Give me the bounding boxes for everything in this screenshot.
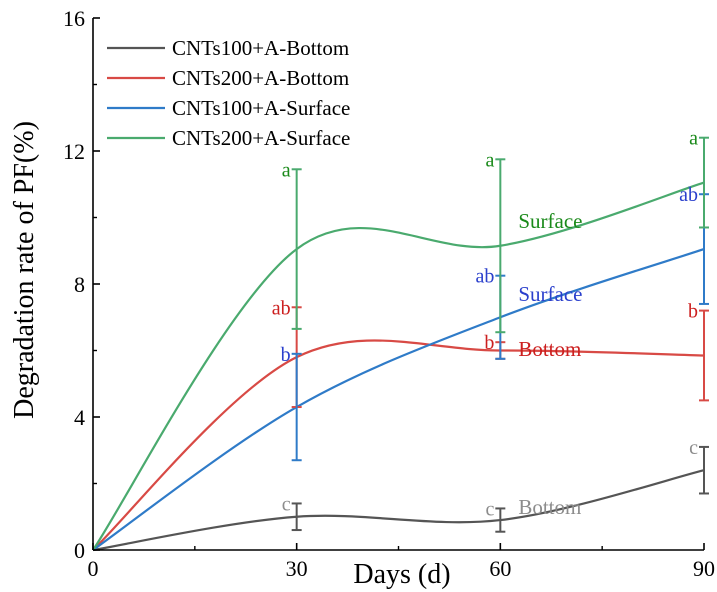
- curve-annotation: Bottom: [518, 337, 581, 361]
- legend-label: CNTs200+A-Bottom: [172, 66, 349, 90]
- error-bar: [495, 158, 506, 334]
- curve-annotation: Bottom: [518, 495, 581, 519]
- legend-item: CNTs200+A-Bottom: [107, 66, 349, 90]
- x-tick-label: 0: [88, 556, 99, 581]
- x-tick-label: 90: [693, 556, 715, 581]
- series-line-1: [92, 339, 705, 551]
- y-axis-label: Degradation rate of PF(%): [9, 121, 40, 419]
- significance-letter: b: [688, 301, 698, 323]
- axes: 0 30 60 90 0 4 8 12 16: [63, 6, 715, 581]
- significance-letter: c: [689, 437, 698, 459]
- x-tick-label: 30: [286, 556, 308, 581]
- error-bar: [699, 445, 709, 495]
- significance-letter: a: [485, 149, 494, 171]
- significance-letter: ab: [475, 266, 494, 288]
- x-tick-label: 60: [489, 556, 511, 581]
- y-tick-label: 12: [63, 139, 85, 164]
- legend-item: CNTs100+A-Bottom: [107, 36, 349, 60]
- legend: CNTs100+A-Bottom CNTs200+A-Bottom CNTs100+…: [107, 36, 350, 150]
- series-line-2: [92, 248, 705, 551]
- error-bar: [699, 309, 709, 402]
- error-bar: [699, 136, 709, 229]
- series-line-0: [92, 469, 705, 552]
- y-tick-label: 0: [74, 538, 85, 563]
- plot-area: c c c ab b b b ab ab a a a Surface Surface Bottom Botto…: [92, 128, 709, 552]
- legend-item: CNTs100+A-Surface: [107, 96, 350, 120]
- significance-letter: b: [484, 332, 494, 354]
- significance-letter: c: [282, 493, 291, 515]
- curve-annotation: Surface: [518, 282, 582, 306]
- legend-label: CNTs200+A-Surface: [172, 126, 350, 150]
- curve-annotation: Surface: [518, 209, 582, 233]
- significance-letter: a: [282, 159, 291, 181]
- significance-letter: c: [485, 498, 494, 520]
- y-tick-label: 8: [74, 272, 85, 297]
- error-bar: [291, 168, 302, 330]
- significance-letter: b: [281, 344, 291, 366]
- error-bar: [291, 502, 302, 532]
- legend-label: CNTs100+A-Bottom: [172, 36, 349, 60]
- y-tick-label: 4: [74, 405, 85, 430]
- x-axis-label: Days (d): [353, 559, 450, 590]
- series-line-3: [92, 181, 705, 551]
- error-bar: [495, 507, 506, 533]
- y-tick-label: 16: [63, 6, 85, 31]
- legend-label: CNTs100+A-Surface: [172, 96, 350, 120]
- legend-item: CNTs200+A-Surface: [107, 126, 350, 150]
- significance-letter: ab: [272, 297, 291, 319]
- significance-letter: a: [689, 128, 698, 150]
- significance-letter: ab: [679, 184, 698, 206]
- error-bar: [291, 352, 302, 462]
